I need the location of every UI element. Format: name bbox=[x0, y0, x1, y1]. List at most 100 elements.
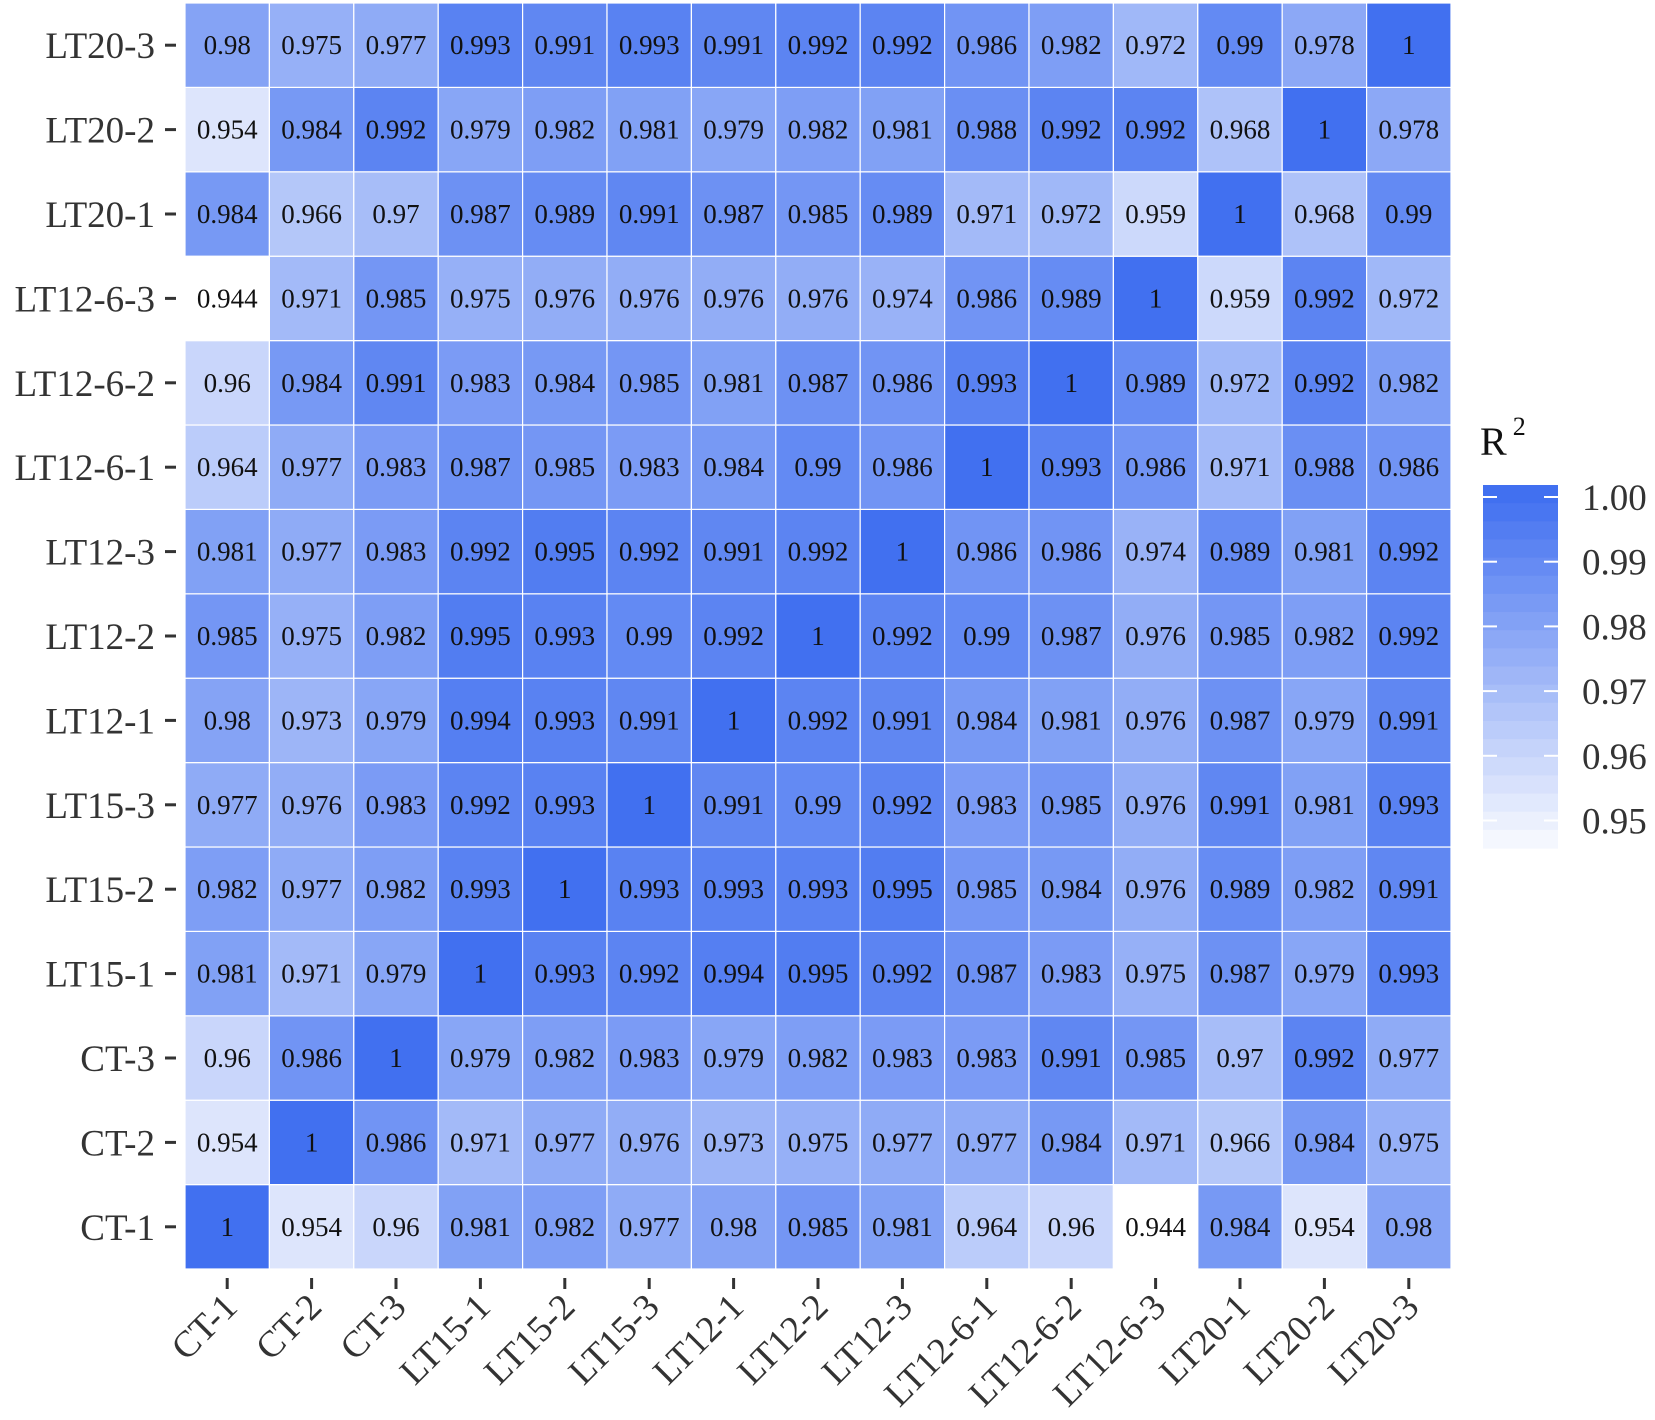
cell-value-label: 0.992 bbox=[703, 621, 764, 651]
cell-value-label: 0.989 bbox=[1041, 283, 1102, 313]
x-tick-label: LT20-3 bbox=[1321, 1286, 1428, 1393]
heatmap-cell bbox=[184, 171, 271, 257]
cell-value-label: 0.976 bbox=[703, 283, 764, 313]
heatmap-cell bbox=[1112, 1183, 1199, 1270]
cell-value-label: 0.984 bbox=[1294, 1127, 1355, 1157]
x-axis: CT-1 CT-2 CT-3LT15-1LT15-2LT15-3LT12-1LT12… bbox=[164, 1278, 1427, 1415]
heatmap-cell bbox=[943, 508, 1030, 595]
cell-value-label: 0.983 bbox=[366, 790, 427, 820]
heatmap-cell bbox=[859, 171, 946, 257]
y-tick-label: LT12-1 bbox=[45, 701, 155, 742]
heatmap-cell bbox=[1112, 508, 1199, 595]
cell-value-label: 0.977 bbox=[281, 874, 342, 904]
y-tick-label: LT20-2 bbox=[45, 111, 155, 152]
cell-value-label: 0.984 bbox=[956, 705, 1017, 735]
heatmap-cell bbox=[1112, 2, 1199, 89]
heatmap-cell bbox=[268, 930, 355, 1017]
heatmap-cell bbox=[1197, 761, 1283, 848]
heatmap-cell bbox=[1197, 846, 1283, 933]
cell-value-label: 0.983 bbox=[619, 452, 680, 482]
colorbar-segment bbox=[1483, 648, 1558, 668]
cell-value-label: 0.98 bbox=[204, 30, 251, 60]
cell-value-label: 0.982 bbox=[788, 1043, 849, 1073]
heatmap-cell bbox=[859, 86, 946, 173]
cell-value-label: 0.993 bbox=[534, 705, 595, 735]
cell-value-label: 0.954 bbox=[1294, 1212, 1355, 1242]
heatmap-cell bbox=[437, 424, 524, 511]
cell-value-label: 1 bbox=[1149, 283, 1163, 313]
heatmap-cell bbox=[1197, 424, 1283, 511]
cell-value-label: 0.986 bbox=[1041, 537, 1102, 567]
heatmap-cell bbox=[1365, 1183, 1452, 1270]
cell-value-label: 0.977 bbox=[956, 1127, 1017, 1157]
heatmap-cell bbox=[1281, 593, 1368, 679]
cell-value-label: 0.993 bbox=[534, 621, 595, 651]
cell-value-label: 0.981 bbox=[1041, 705, 1102, 735]
y-tick-label: LT15-3 bbox=[45, 786, 155, 827]
cell-value-label: 0.971 bbox=[956, 199, 1017, 229]
cell-value-label: 0.971 bbox=[281, 959, 342, 989]
heatmap-cell bbox=[437, 2, 524, 89]
x-tick-label: LT20-1 bbox=[1152, 1286, 1259, 1393]
x-tick-label: LT12-2 bbox=[730, 1286, 837, 1393]
heatmap-cell bbox=[437, 508, 524, 595]
heatmap-cell bbox=[1112, 761, 1199, 848]
heatmap-cell bbox=[859, 930, 946, 1017]
y-tick-label: LT20-1 bbox=[45, 195, 155, 236]
x-tick-label: LT20-2 bbox=[1236, 1286, 1343, 1393]
cell-value-label: 0.976 bbox=[788, 283, 849, 313]
cell-value-label: 0.992 bbox=[619, 537, 680, 567]
cell-value-label: 0.981 bbox=[872, 1212, 933, 1242]
heatmap-cell bbox=[521, 1015, 608, 1101]
cell-value-label: 0.986 bbox=[956, 283, 1017, 313]
heatmap-cell bbox=[943, 1099, 1030, 1186]
heatmap-cell bbox=[606, 846, 693, 933]
heatmap-cell bbox=[943, 424, 1030, 511]
heatmap-cell bbox=[1197, 1183, 1283, 1270]
heatmap-cell bbox=[775, 1183, 861, 1270]
cell-value-label: 0.981 bbox=[450, 1212, 511, 1242]
cell-value-label: 0.982 bbox=[1294, 621, 1355, 651]
heatmap-cell bbox=[606, 2, 693, 89]
legend-tick-label: 1.00 bbox=[1582, 478, 1647, 519]
cell-value-label: 0.979 bbox=[703, 115, 764, 145]
cell-value-label: 0.985 bbox=[1210, 621, 1271, 651]
y-axis: CT-1 CT-2 CT-3 LT15-1 LT15-2 LT15-3 LT12-1 LT12… bbox=[15, 26, 176, 1249]
heatmap-cell bbox=[184, 255, 271, 342]
cell-value-label: 0.971 bbox=[450, 1127, 511, 1157]
cell-value-label: 0.992 bbox=[1294, 283, 1355, 313]
cell-value-label: 1 bbox=[980, 452, 994, 482]
cell-value-label: 0.976 bbox=[1125, 790, 1186, 820]
cell-value-label: 0.992 bbox=[366, 115, 427, 145]
heatmap-cell bbox=[184, 761, 271, 848]
cell-value-label: 0.979 bbox=[703, 1043, 764, 1073]
x-tick-label: LT15-1 bbox=[392, 1286, 499, 1393]
cell-value-label: 0.968 bbox=[1294, 199, 1355, 229]
heatmap-cell bbox=[690, 2, 777, 89]
heatmap-cell bbox=[1281, 171, 1368, 257]
heatmap-cell bbox=[943, 930, 1030, 1017]
cell-value-label: 0.992 bbox=[1041, 115, 1102, 145]
heatmap-cell bbox=[1281, 930, 1368, 1017]
cell-value-label: 0.975 bbox=[281, 30, 342, 60]
heatmap-cell bbox=[353, 424, 439, 511]
cell-value-label: 0.977 bbox=[197, 790, 258, 820]
cell-value-label: 0.992 bbox=[872, 959, 933, 989]
cell-value-label: 0.976 bbox=[1125, 874, 1186, 904]
heatmap-cells: 1 0.954 0.96 0.981 0.982 0.977 0.98 0.985 0.981 0… bbox=[184, 2, 1452, 1270]
cell-value-label: 0.991 bbox=[619, 705, 680, 735]
cell-value-label: 0.986 bbox=[872, 452, 933, 482]
heatmap-cell bbox=[775, 846, 861, 933]
heatmap-cell bbox=[268, 1099, 355, 1186]
cell-value-label: 0.959 bbox=[1210, 283, 1271, 313]
cell-value-label: 0.994 bbox=[703, 959, 764, 989]
colorbar-segment bbox=[1483, 503, 1558, 522]
heatmap-cell bbox=[184, 677, 271, 764]
colorbar-segment bbox=[1483, 829, 1558, 849]
heatmap-cell bbox=[437, 1183, 524, 1270]
cell-value-label: 0.992 bbox=[1125, 115, 1186, 145]
heatmap-cell bbox=[775, 677, 861, 764]
colorbar-segment bbox=[1483, 757, 1558, 776]
heatmap-cell bbox=[690, 1015, 777, 1101]
